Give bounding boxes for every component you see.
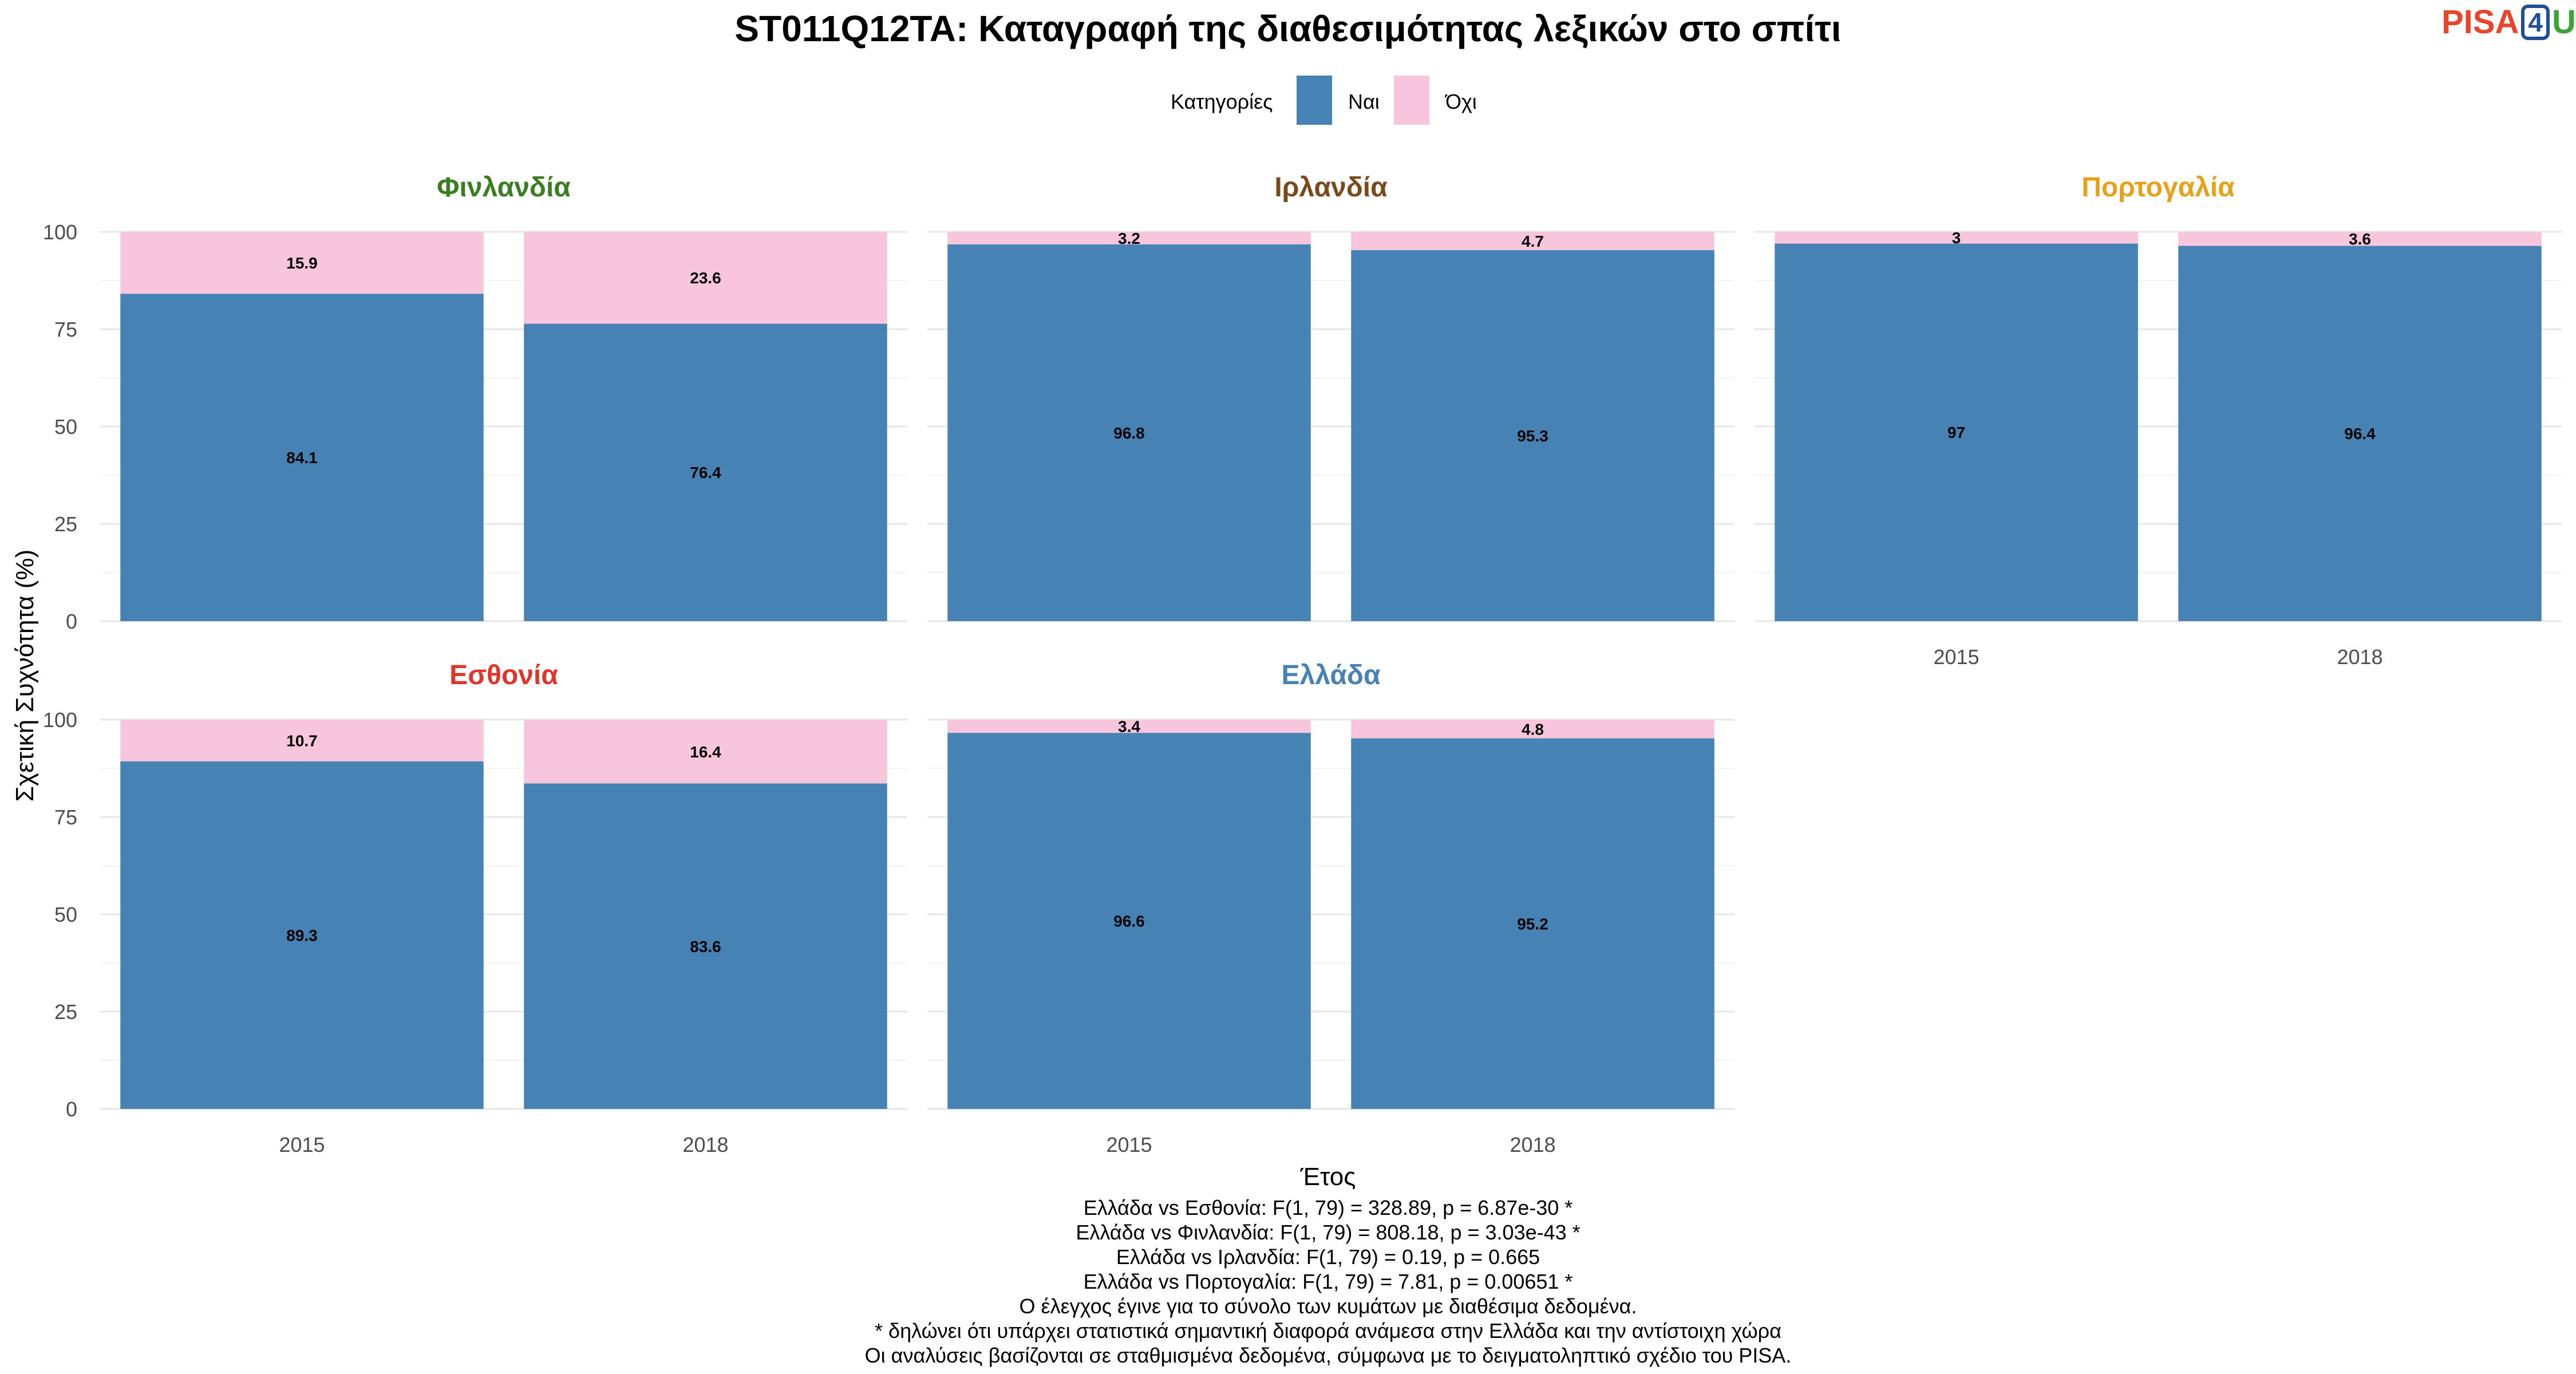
y-tick-label: 50 [54,903,77,926]
bar-segment [1351,738,1714,1109]
x-tick-label: 2015 [279,1133,325,1156]
y-tick-label: 25 [54,512,77,536]
bar-segment [120,232,484,294]
caption-line: Ο έλεγχος έγινε για το σύνολο των κυμάτω… [1020,1294,1637,1318]
bar-segment [120,720,484,761]
x-tick-label: 2015 [1106,1133,1152,1156]
y-tick-label: 75 [54,318,77,341]
y-tick-label: 0 [66,1097,77,1121]
data-label: 4.7 [1522,232,1544,250]
panel-title: Ιρλανδία [1274,172,1388,203]
bar-segment [120,294,484,621]
panel-title: Πορτογαλία [2081,172,2235,203]
data-label: 3.2 [1118,230,1140,247]
x-tick-label: 2018 [1510,1133,1555,1156]
data-label: 23.6 [690,269,721,287]
data-label: 76.4 [690,464,721,481]
y-axis-label: Σχετική Συχνότητα (%) [11,550,39,802]
bar-segment [524,783,887,1109]
y-tick-label: 75 [54,806,77,829]
x-tick-label: 2018 [2337,645,2383,669]
caption-line: Οι αναλύσεις βασίζονται σε σταθμισμένα δ… [865,1344,1792,1367]
logo-text-pisa: PISA [2441,3,2519,41]
panel-title: Φινλανδία [437,172,571,203]
chart-title: ST011Q12TA: Καταγραφή της διαθεσιμότητας… [734,8,1841,49]
y-tick-label: 100 [43,220,77,244]
panel: Πορτογαλία 97 3 96.4 3.6 2015 2018 [1755,172,2562,669]
panel: Φινλανδία 84.1 15.9 76.4 23.6 0 25 50 75 100 [43,172,907,633]
caption-line: Ελλάδα vs Ιρλανδία: F(1, 79) = 0.19, p =… [1116,1245,1540,1269]
bar-segment [2178,246,2542,622]
panel-title: Εσθονία [449,660,558,690]
bar-segment [947,733,1311,1109]
bar-segment [947,244,1311,621]
data-label: 3 [1952,229,1961,247]
panel: Ιρλανδία 96.8 3.2 95.3 4.7 [927,172,1735,622]
data-label: 95.3 [1517,427,1548,445]
data-label: 4.8 [1522,720,1544,738]
y-tick-label: 25 [54,1000,77,1024]
data-label: 97 [1947,424,1965,441]
legend-title: Κατηγορίες [1171,90,1273,113]
bar-segment [1351,720,1714,739]
x-axis-label: Έτος [1300,1163,1356,1191]
caption-line: Ελλάδα vs Πορτογαλία: F(1, 79) = 7.81, p… [1084,1270,1573,1293]
legend-swatch [1297,76,1332,125]
data-label: 10.7 [286,732,318,749]
caption-line: * δηλώνει ότι υπάρχει στατιστικά σημαντι… [875,1319,1781,1343]
data-label: 95.2 [1517,915,1548,933]
panel: Ελλάδα 96.6 3.4 95.2 4.8 2015 2018 [927,660,1735,1156]
panel-title: Ελλάδα [1282,660,1381,690]
legend-label: Όχι [1444,90,1477,113]
bar-segment [1775,243,2138,621]
data-label: 16.4 [690,743,721,761]
caption-line: Ελλάδα vs Εσθονία: F(1, 79) = 328.89, p … [1084,1196,1573,1219]
data-label: 96.6 [1113,913,1145,930]
logo-text-4: 4 [2521,4,2550,40]
x-tick-label: 2018 [682,1133,728,1156]
data-label: 3.4 [1118,718,1140,736]
data-label: 89.3 [286,926,318,944]
legend-label: Ναι [1348,90,1380,113]
bar-segment [524,232,887,324]
bar-segment [524,720,887,784]
pisa4u-logo: PISA 4 U [2441,3,2576,41]
logo-text-u: U [2551,3,2576,41]
x-tick-label: 2015 [1933,645,1979,669]
legend: Κατηγορίες Ναι Όχι [1171,76,1477,125]
panel: Εσθονία 89.3 10.7 83.6 16.4 0 25 50 75 100 2015 201… [43,660,907,1156]
bar-segment [1351,250,1714,622]
bar-segment [947,720,1311,733]
data-label: 83.6 [690,938,721,956]
data-label: 3.6 [2349,230,2371,248]
data-label: 15.9 [286,254,318,272]
data-label: 84.1 [286,449,318,467]
bar-segment [120,761,484,1109]
bar-segment [1775,232,2138,244]
bar-segment [524,323,887,621]
bar-segment [1351,232,1714,250]
y-tick-label: 50 [54,415,77,439]
bar-segment [2178,232,2542,246]
caption-line: Ελλάδα vs Φινλανδία: F(1, 79) = 808.18, … [1076,1221,1580,1244]
panels: Φινλανδία 84.1 15.9 76.4 23.6 0 25 50 75 100 Ιρλαν… [43,172,2562,1156]
data-label: 96.4 [2344,425,2376,443]
data-label: 96.8 [1113,424,1145,442]
bar-segment [947,232,1311,244]
y-tick-label: 0 [66,610,77,633]
caption: Ελλάδα vs Εσθονία: F(1, 79) = 328.89, p … [865,1196,1792,1367]
legend-swatch [1394,76,1429,125]
y-tick-label: 100 [43,708,77,732]
